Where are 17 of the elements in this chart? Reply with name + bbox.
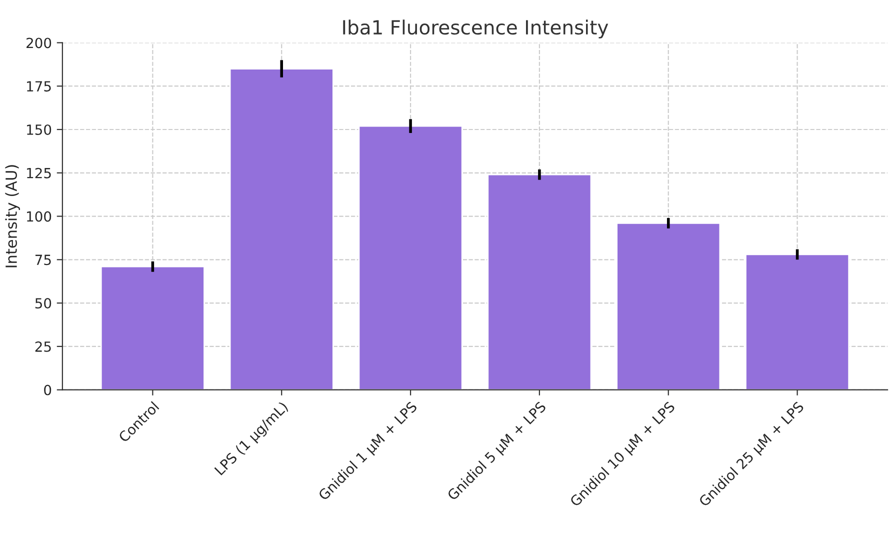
y-tick-label: 0 [44, 384, 52, 396]
bar [358, 125, 463, 390]
y-tick-label: 100 [27, 211, 52, 222]
y-tick-label: 50 [35, 298, 52, 309]
y-axis-title: Intensity (AU) [5, 165, 20, 268]
bar [229, 68, 334, 390]
chart-title: Iba1 Fluorescence Intensity [343, 20, 608, 38]
y-tick-label: 200 [26, 38, 52, 48]
bar [487, 174, 592, 390]
y-tick-label: 175 [27, 81, 51, 92]
bar [100, 266, 205, 390]
bar [616, 222, 721, 390]
bar [745, 254, 850, 390]
y-tick-label: 125 [27, 168, 51, 178]
y-tick-label: 25 [35, 341, 51, 352]
y-tick-label: 75 [35, 254, 51, 266]
y-tick-label: 150 [27, 124, 52, 135]
